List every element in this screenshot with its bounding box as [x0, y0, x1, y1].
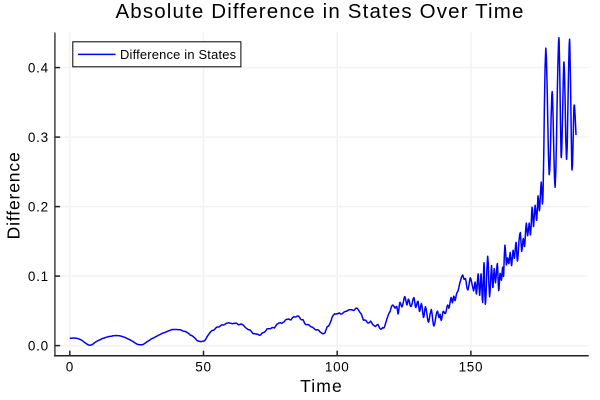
svg-text:0.0: 0.0 — [28, 338, 49, 353]
svg-text:50: 50 — [195, 360, 211, 375]
svg-text:150: 150 — [459, 360, 484, 375]
svg-text:0.3: 0.3 — [28, 130, 49, 145]
svg-text:Difference: Difference — [3, 151, 23, 239]
svg-text:0.1: 0.1 — [28, 269, 49, 284]
svg-text:0.4: 0.4 — [28, 60, 49, 75]
svg-text:0: 0 — [66, 360, 74, 375]
svg-text:Difference in States: Difference in States — [120, 47, 236, 62]
svg-text:Time: Time — [300, 376, 343, 396]
svg-text:100: 100 — [325, 360, 350, 375]
svg-text:Absolute Difference in States: Absolute Difference in States Over Time — [115, 0, 524, 23]
svg-text:0.2: 0.2 — [28, 199, 49, 214]
